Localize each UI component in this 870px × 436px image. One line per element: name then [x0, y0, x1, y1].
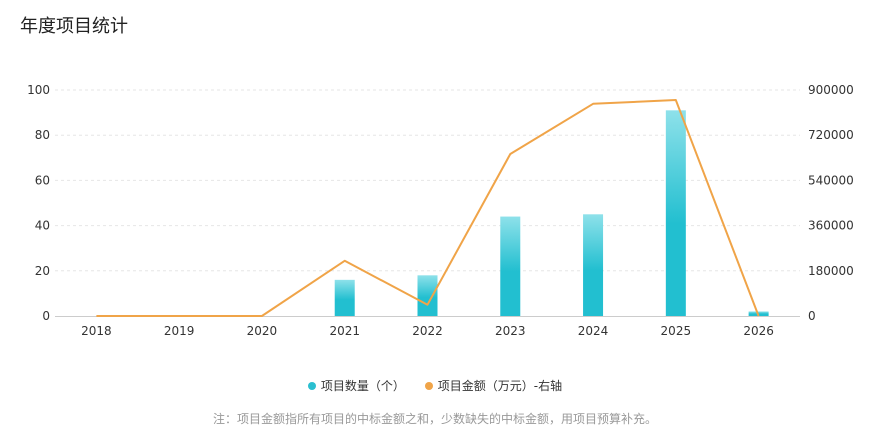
x-tick-label: 2020	[247, 324, 278, 338]
x-tick-label: 2026	[743, 324, 774, 338]
y-left-tick-label: 80	[35, 128, 50, 142]
legend-label-count: 项目数量（个）	[320, 379, 405, 393]
legend-label-amount: 项目金额（万元）-右轴	[437, 379, 563, 393]
x-tick-label: 2025	[661, 324, 692, 338]
line-project-amount	[96, 99, 760, 317]
bar-project-count	[417, 275, 438, 316]
bar-project-count	[583, 214, 604, 316]
y-right-tick-label: 0	[808, 309, 816, 323]
page-title: 年度项目统计	[20, 16, 128, 37]
legend-dot-amount	[424, 381, 433, 390]
y-right-tick-label: 900000	[808, 83, 854, 97]
legend-dot-count	[307, 381, 316, 390]
x-tick-label: 2022	[412, 324, 443, 338]
bar-project-count	[334, 279, 355, 316]
x-tick-label: 2018	[81, 324, 112, 338]
y-left-tick-label: 0	[42, 309, 50, 323]
x-tick-label: 2019	[164, 324, 195, 338]
chart-legend: 项目数量（个） 项目金额（万元）-右轴	[0, 377, 870, 394]
legend-item-amount[interactable]: 项目金额（万元）-右轴	[424, 377, 563, 394]
bar-project-count	[500, 216, 521, 316]
combo-chart: 0 20 40 60 80 100 0 180000 360000 540000 720000 90…	[27, 83, 854, 338]
x-tick-label: 2024	[578, 324, 609, 338]
y-left-tick-label: 20	[35, 264, 50, 278]
y-right-tick-label: 180000	[808, 264, 854, 278]
y-right-tick-label: 540000	[808, 173, 854, 187]
y-right-tick-label: 720000	[808, 128, 854, 142]
x-tick-label: 2021	[329, 324, 360, 338]
y-right-tick-label: 360000	[808, 219, 854, 233]
y-left-tick-label: 100	[27, 83, 50, 97]
bar-project-count	[665, 110, 686, 316]
y-left-tick-label: 60	[35, 173, 50, 187]
x-tick-label: 2023	[495, 324, 526, 338]
footnote: 注：项目金额指所有项目的中标金额之和，少数缺失的中标金额，用项目预算补充。	[212, 412, 657, 426]
legend-item-count[interactable]: 项目数量（个）	[307, 377, 405, 394]
y-left-tick-label: 40	[35, 219, 50, 233]
